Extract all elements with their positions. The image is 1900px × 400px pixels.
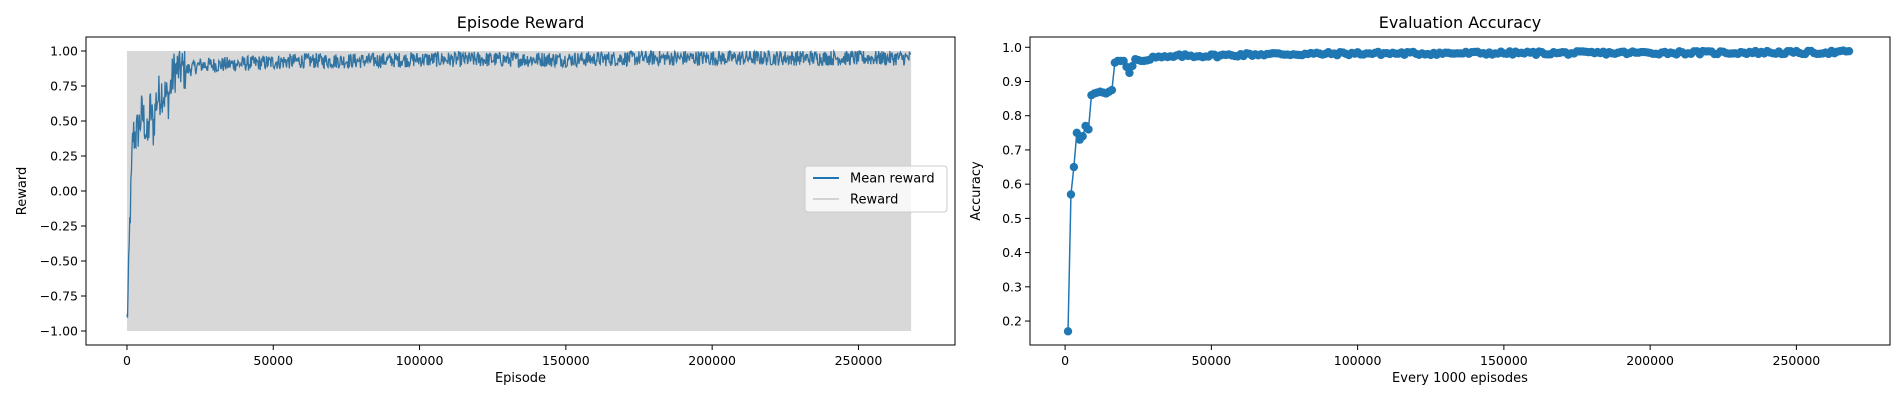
reward-y-ticks: −1.00 −0.75 −0.50 −0.25 0.00 0.25 0.50 0.75 1.00 [40,44,86,339]
accuracy-line [1067,49,1850,332]
accuracy-point [1107,85,1117,95]
y-tick-label: −0.25 [40,219,78,234]
y-tick-label: 0.9 [1002,74,1022,89]
x-tick-label: 150000 [542,353,590,368]
accuracy-point [1066,190,1076,199]
accuracy-chart-title: Evaluation Accuracy [1379,13,1542,32]
accuracy-point [1063,327,1073,336]
reward-chart: 0 50000 100000 150000 200000 250000 −1.00 −0.7… [15,13,956,386]
accuracy-point [1125,68,1134,78]
y-tick-label: −0.75 [40,289,78,304]
x-tick-label: 250000 [835,353,883,368]
y-tick-label: 0.25 [50,149,78,164]
x-tick-label: 200000 [1626,353,1674,368]
accuracy-point [1844,46,1854,56]
y-tick-label: 0.6 [1002,177,1022,192]
y-tick-label: 0.4 [1002,245,1022,260]
y-tick-label: 1.0 [1002,40,1022,55]
y-tick-label: 0.50 [50,114,78,129]
y-tick-label: 0.00 [50,184,78,199]
x-tick-label: 150000 [1480,353,1528,368]
y-tick-label: 0.5 [1002,211,1022,226]
y-tick-label: 0.7 [1002,142,1022,157]
x-tick-label: 100000 [1334,353,1382,368]
reward-chart-title: Episode Reward [457,13,585,32]
mean-reward-line [126,48,912,318]
reward-band [126,51,912,331]
x-tick-label: 100000 [396,353,444,368]
legend-box [804,165,948,213]
accuracy-point [1084,125,1093,134]
x-tick-label: 0 [123,353,131,368]
accuracy-point [1069,162,1079,172]
y-tick-label: 0.75 [50,79,78,94]
x-tick-label: 50000 [1191,353,1231,368]
accuracy-axes-frame [1029,36,1891,346]
accuracy-point [1078,132,1087,141]
accuracy-point [1128,61,1137,71]
reward-x-axis-label: Episode [495,371,546,386]
x-tick-label: 250000 [1773,353,1821,368]
y-tick-label: 1.00 [50,44,78,59]
accuracy-x-axis-label: Every 1000 episodes [1392,371,1528,386]
y-tick-label: 0.3 [1002,279,1022,294]
accuracy-y-axis-label: Accuracy [969,161,984,221]
accuracy-y-ticks: 0.2 0.3 0.4 0.5 0.6 0.7 0.8 0.9 1.0 [1002,40,1030,329]
reward-plot-area [126,48,912,331]
accuracy-x-ticks: 0 50000 100000 150000 200000 250000 [1061,345,1820,368]
accuracy-chart: 0 50000 100000 150000 200000 250000 0.2 0.3 0.4… [969,13,1891,386]
reward-legend: Mean reward Reward [804,165,948,213]
y-tick-label: −1.00 [40,324,78,339]
y-tick-label: 0.2 [1002,314,1022,329]
x-tick-label: 200000 [688,353,736,368]
accuracy-plot-area [1063,46,1854,336]
x-tick-label: 50000 [253,353,293,368]
reward-y-axis-label: Reward [15,167,30,215]
reward-x-ticks: 0 50000 100000 150000 200000 250000 [123,345,882,368]
legend-mean-reward-label: Mean reward [850,172,935,187]
y-tick-label: 0.8 [1002,108,1022,123]
legend-reward-label: Reward [850,193,898,208]
y-tick-label: −0.50 [40,254,78,269]
x-tick-label: 0 [1061,353,1069,368]
